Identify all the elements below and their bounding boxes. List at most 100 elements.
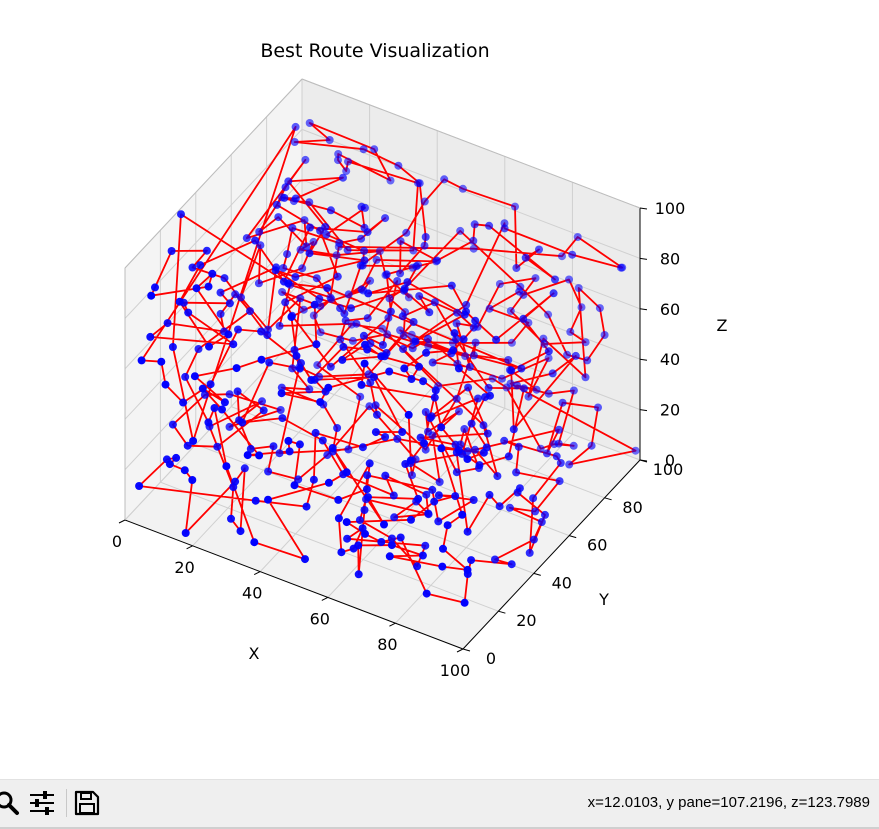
city-point [279, 264, 288, 272]
z-grid-line [301, 179, 641, 310]
city-point [434, 491, 443, 500]
city-point [179, 398, 188, 407]
city-point [524, 392, 533, 401]
city-point [315, 294, 324, 303]
city-point [371, 401, 380, 410]
city-point [437, 423, 446, 432]
city-point [387, 541, 396, 550]
x-tick-label: 20 [174, 558, 194, 577]
city-point [257, 327, 266, 336]
city-point [420, 241, 429, 250]
city-point [354, 570, 363, 579]
city-point [387, 534, 396, 543]
city-point [515, 484, 524, 493]
city-point [258, 397, 266, 406]
city-point [529, 494, 538, 503]
city-point [137, 356, 146, 365]
city-point [400, 364, 409, 373]
city-point [409, 318, 418, 326]
city-point [408, 471, 416, 480]
city-point [165, 460, 174, 469]
z-tick-label: 80 [660, 249, 680, 268]
z-tick [639, 207, 648, 210]
city-point [594, 403, 602, 412]
city-point [493, 472, 502, 481]
save-button[interactable] [72, 788, 102, 818]
city-point [366, 378, 375, 387]
city-point [491, 555, 499, 564]
city-point [430, 497, 439, 506]
city-point [305, 249, 314, 258]
city-point [189, 437, 198, 445]
city-point [364, 289, 373, 298]
city-point [340, 309, 349, 318]
city-point [488, 374, 497, 383]
city-point [279, 277, 288, 286]
city-point [447, 281, 456, 290]
city-point [396, 269, 405, 278]
z-grid-line [301, 280, 641, 411]
city-point [600, 331, 609, 339]
city-point [135, 482, 144, 490]
z-grid-line [124, 280, 303, 470]
city-point [438, 562, 447, 571]
city-point [251, 496, 260, 505]
city-point [254, 279, 263, 288]
city-point [277, 383, 286, 392]
configure-subplots-button[interactable] [27, 788, 57, 818]
city-point [407, 375, 416, 383]
save-icon [74, 790, 100, 816]
city-point [506, 379, 515, 388]
city-point [265, 358, 274, 367]
city-point [264, 467, 273, 476]
city-point [400, 284, 409, 293]
city-point [537, 518, 546, 526]
city-point [482, 443, 491, 452]
city-point [563, 350, 572, 359]
city-point [418, 551, 427, 560]
city-point [414, 179, 422, 188]
z-tick [639, 257, 648, 260]
city-point [276, 406, 285, 414]
city-point [460, 598, 469, 607]
toolbar-separator [66, 789, 67, 817]
city-point [416, 433, 425, 442]
y-tick-label: 100 [653, 460, 684, 479]
city-point [229, 483, 238, 491]
city-point [334, 514, 343, 523]
city-point [192, 284, 201, 293]
figure-canvas[interactable]: 0 20 40 60 80 100 0 20 40 60 80 100 0 20 40 60 80 100 Bes… [0, 0, 879, 779]
city-point [548, 369, 557, 378]
city-point [288, 311, 297, 320]
city-point [339, 470, 348, 479]
city-point [283, 250, 292, 259]
city-point [404, 293, 413, 302]
city-point [409, 246, 418, 255]
city-point [506, 307, 515, 315]
city-point [291, 273, 300, 281]
x-tick-label: 100 [440, 661, 471, 680]
city-point [257, 355, 266, 364]
city-point [284, 436, 293, 445]
city-point [284, 177, 293, 186]
z-axis-label: Z [717, 316, 728, 335]
city-point [342, 167, 351, 176]
city-point [421, 233, 430, 241]
city-point [360, 359, 369, 368]
city-point [312, 274, 321, 283]
city-point [363, 314, 372, 323]
city-point [200, 390, 209, 399]
x-tick [456, 648, 464, 653]
city-point [305, 198, 314, 207]
city-point [278, 288, 287, 296]
city-point [543, 449, 551, 458]
city-point [577, 303, 586, 312]
city-point [179, 298, 188, 307]
y-tick [569, 535, 577, 539]
zoom-button[interactable] [0, 788, 22, 818]
city-point [583, 356, 592, 365]
city-point [461, 352, 470, 361]
city-point [504, 356, 513, 364]
city-point [519, 290, 528, 299]
